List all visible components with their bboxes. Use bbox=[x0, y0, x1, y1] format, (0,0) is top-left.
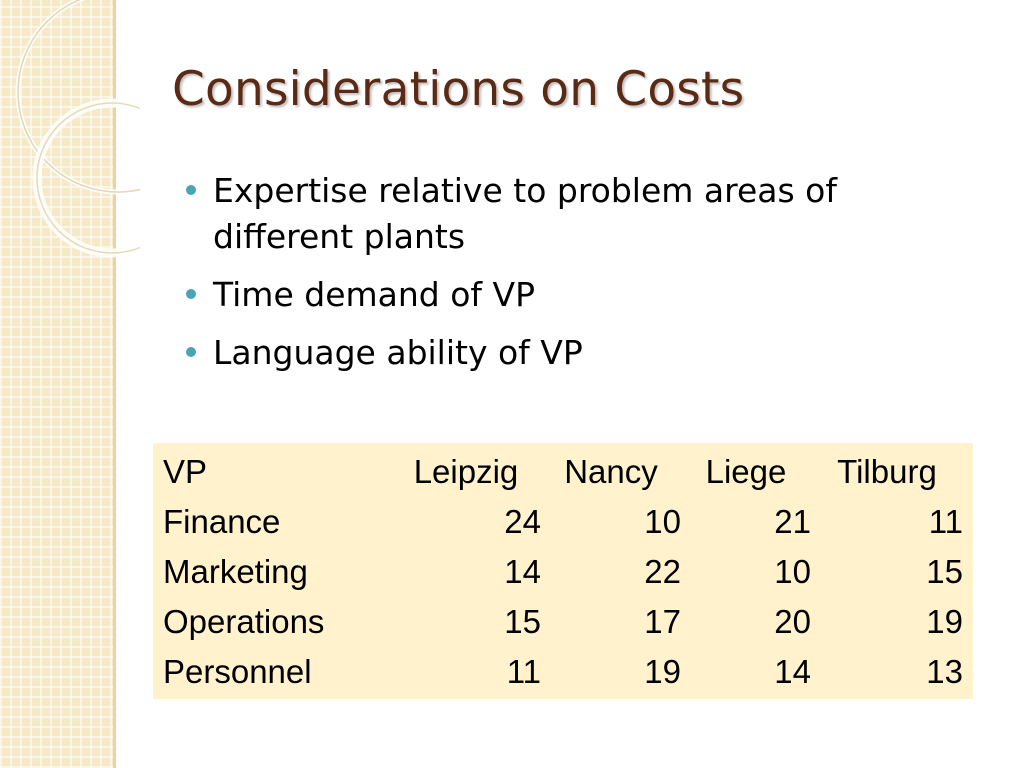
row-label: Personnel bbox=[163, 653, 312, 690]
table-cell: 10 bbox=[774, 553, 811, 590]
table-cell: 19 bbox=[644, 653, 681, 690]
table-cell: 22 bbox=[644, 553, 681, 590]
table-cell: 11 bbox=[506, 653, 541, 690]
table-row: Personnel 11 19 14 13 bbox=[163, 647, 963, 697]
bullet-text: Expertise relative to problem areas of d… bbox=[213, 171, 837, 256]
table-header-row: VP Leipzig Nancy Liege Tilburg bbox=[163, 447, 963, 497]
table-cell: 20 bbox=[774, 603, 811, 640]
bullet-item: Time demand of VP bbox=[186, 272, 946, 318]
table-row: Marketing 14 22 10 15 bbox=[163, 547, 963, 597]
table-cell: 17 bbox=[644, 603, 681, 640]
bullet-text: Language ability of VP bbox=[213, 333, 583, 372]
cost-table-box: VP Leipzig Nancy Liege Tilburg Finance 2… bbox=[153, 443, 973, 699]
table-cell: 13 bbox=[926, 653, 963, 690]
bullet-item: Expertise relative to problem areas of d… bbox=[186, 168, 946, 260]
cost-table: VP Leipzig Nancy Liege Tilburg Finance 2… bbox=[163, 447, 963, 697]
row-label: Operations bbox=[163, 603, 325, 640]
bullet-text: Time demand of VP bbox=[213, 275, 535, 314]
table-cell: 15 bbox=[504, 603, 541, 640]
row-label: Finance bbox=[163, 503, 281, 540]
table-cell: 21 bbox=[774, 503, 811, 540]
bullet-dot-icon bbox=[186, 347, 196, 357]
bullet-item: Language ability of VP bbox=[186, 330, 946, 376]
header-vp: VP bbox=[163, 453, 208, 490]
row-label: Marketing bbox=[163, 553, 308, 590]
bullet-dot-icon bbox=[186, 289, 196, 299]
header-tilburg: Tilburg bbox=[837, 453, 937, 490]
table-cell: 19 bbox=[926, 603, 963, 640]
table-cell: 10 bbox=[644, 503, 681, 540]
table-row: Operations 15 17 20 19 bbox=[163, 597, 963, 647]
table-cell: 15 bbox=[926, 553, 963, 590]
bullet-list: Expertise relative to problem areas of d… bbox=[186, 168, 946, 388]
table-cell: 14 bbox=[774, 653, 811, 690]
table-cell: 11 bbox=[928, 503, 963, 540]
table-cell: 24 bbox=[504, 503, 541, 540]
header-liege: Liege bbox=[705, 453, 787, 490]
table-row: Finance 24 10 21 11 bbox=[163, 497, 963, 547]
bullet-dot-icon bbox=[186, 185, 196, 195]
header-leipzig: Leipzig bbox=[413, 453, 519, 490]
decorative-rings bbox=[15, 0, 140, 258]
header-nancy: Nancy bbox=[564, 453, 658, 490]
slide-title: Considerations on Costs bbox=[172, 62, 745, 117]
table-cell: 14 bbox=[504, 553, 541, 590]
